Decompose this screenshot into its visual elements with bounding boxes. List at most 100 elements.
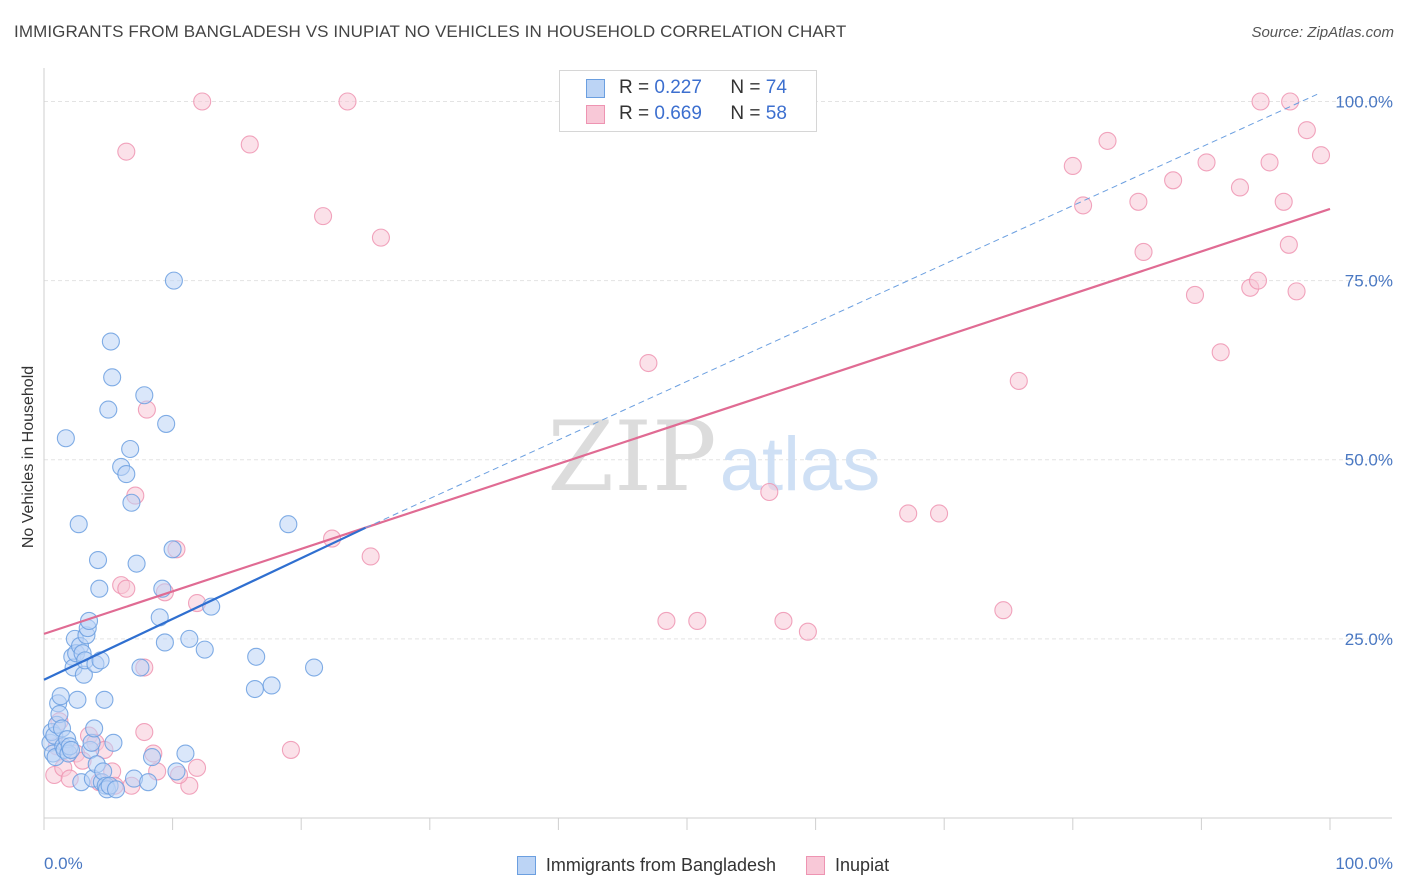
point-inupiat <box>657 611 676 631</box>
point-bangladesh <box>167 762 186 781</box>
point-inupiat <box>371 228 390 247</box>
y-tick-label: 75.0% <box>1345 272 1393 291</box>
point-inupiat <box>1281 92 1300 111</box>
grid-lines <box>44 100 1392 640</box>
y-tick-label: 25.0% <box>1345 630 1393 649</box>
legend-r-label: R = <box>619 103 650 124</box>
point-bangladesh <box>99 400 118 419</box>
legend-n-value: 58 <box>765 103 787 124</box>
point-bangladesh <box>279 515 298 534</box>
axes <box>43 68 1392 830</box>
point-inupiat <box>1279 235 1298 254</box>
bottom-legend-label: Immigrants from Bangladesh <box>545 854 777 875</box>
chart-title: IMMIGRANTS FROM BANGLADESH VS INUPIAT NO… <box>14 22 847 41</box>
point-inupiat <box>760 482 779 502</box>
point-inupiat <box>1297 121 1316 140</box>
point-inupiat <box>281 740 300 759</box>
point-inupiat <box>688 611 707 631</box>
bottom-legend-swatch-blue <box>516 855 536 875</box>
point-bangladesh <box>155 633 174 652</box>
point-inupiat <box>1248 271 1268 290</box>
point-bangladesh <box>101 332 120 351</box>
bottom-legend-swatch-pink <box>806 855 826 875</box>
point-inupiat <box>1134 242 1153 262</box>
point-inupiat <box>1197 153 1216 172</box>
legend-r-value: 0.669 <box>654 103 702 124</box>
y-tick-label: 50.0% <box>1345 451 1393 470</box>
point-bangladesh <box>104 733 123 752</box>
point-bangladesh <box>245 679 264 699</box>
point-bangladesh <box>95 690 114 709</box>
point-inupiat <box>1251 92 1270 111</box>
tick-labels: 25.0% 50.0% 75.0% 100.0% 0.0% 100.0% <box>44 92 1393 873</box>
legend-box: R = 0.227 N = 74 R = 0.669 N = 58 <box>559 70 817 132</box>
bottom-legend: Immigrants from Bangladesh Inupiat <box>0 852 1406 878</box>
point-bangladesh <box>117 465 136 484</box>
point-inupiat <box>1074 196 1093 215</box>
point-inupiat <box>135 722 154 742</box>
legend-r-value: 0.227 <box>654 77 702 98</box>
y-axis-title: No Vehicles in Household <box>20 366 37 548</box>
point-bangladesh <box>131 658 150 677</box>
point-bangladesh <box>68 690 87 709</box>
point-inupiat <box>314 207 333 226</box>
point-inupiat <box>1260 153 1279 172</box>
point-bangladesh <box>142 748 162 767</box>
legend-swatch-blue <box>586 78 605 98</box>
point-inupiat <box>338 92 357 111</box>
x-tick-label-min: 0.0% <box>44 854 83 873</box>
legend-n-label: N = <box>730 77 761 98</box>
point-bangladesh <box>56 429 75 448</box>
point-inupiat <box>1287 282 1306 301</box>
point-inupiat <box>1098 131 1117 150</box>
point-inupiat <box>798 622 817 641</box>
legend-row-inupiat: R = 0.669 N = 58 <box>586 102 787 126</box>
legend-r-label: R = <box>619 77 650 98</box>
point-bangladesh <box>180 629 199 648</box>
point-bangladesh <box>127 554 146 573</box>
bottom-legend-item-inupiat: Inupiat <box>806 855 889 876</box>
point-inupiat <box>1185 285 1205 305</box>
point-inupiat <box>1211 343 1230 362</box>
trend-extension-bangladesh <box>365 93 1318 529</box>
trend-line-bangladesh <box>43 526 366 681</box>
source-label: Source: ZipAtlas.com <box>1251 24 1394 41</box>
point-inupiat <box>187 758 207 777</box>
point-inupiat <box>994 601 1013 620</box>
legend-n-value: 74 <box>765 77 787 98</box>
point-bangladesh <box>69 515 88 534</box>
point-bangladesh <box>176 744 195 763</box>
watermark-zip: ZIP <box>547 401 716 513</box>
point-bangladesh <box>157 414 176 433</box>
point-inupiat <box>117 142 136 161</box>
point-bangladesh <box>122 493 141 512</box>
point-bangladesh <box>61 740 81 759</box>
bottom-legend-item-bangladesh: Immigrants from Bangladesh <box>516 854 777 876</box>
x-tick-label-max: 100.0% <box>1335 854 1393 873</box>
point-inupiat <box>1274 192 1293 211</box>
point-bangladesh <box>51 687 70 706</box>
trend-lines <box>43 93 1331 681</box>
point-bangladesh <box>121 439 140 459</box>
point-bangladesh <box>262 676 281 695</box>
point-inupiat <box>639 353 658 373</box>
point-inupiat <box>361 547 380 566</box>
point-inupiat <box>1129 192 1148 211</box>
point-inupiat <box>117 579 136 598</box>
point-bangladesh <box>106 780 126 799</box>
legend-n-label: N = <box>730 103 761 124</box>
legend-swatch-pink <box>586 104 605 124</box>
point-bangladesh <box>247 647 266 666</box>
point-bangladesh <box>163 540 182 559</box>
point-inupiat <box>1063 156 1082 176</box>
trend-line-inupiat <box>43 207 1331 635</box>
y-tick-label: 100.0% <box>1335 92 1393 111</box>
point-inupiat <box>899 504 918 523</box>
point-bangladesh <box>139 773 158 792</box>
watermark-atlas: atlas <box>720 422 881 507</box>
point-inupiat <box>1230 178 1250 197</box>
point-bangladesh <box>91 651 110 670</box>
point-bangladesh <box>164 271 183 290</box>
watermark: ZIP atlas <box>547 401 880 513</box>
